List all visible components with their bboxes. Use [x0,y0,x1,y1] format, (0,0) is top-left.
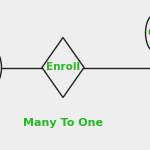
Ellipse shape [0,51,2,84]
Text: C: C [148,28,150,38]
Ellipse shape [146,14,150,52]
Text: Enroll: Enroll [46,63,80,72]
Text: Many To One: Many To One [23,118,103,128]
Polygon shape [42,38,84,98]
